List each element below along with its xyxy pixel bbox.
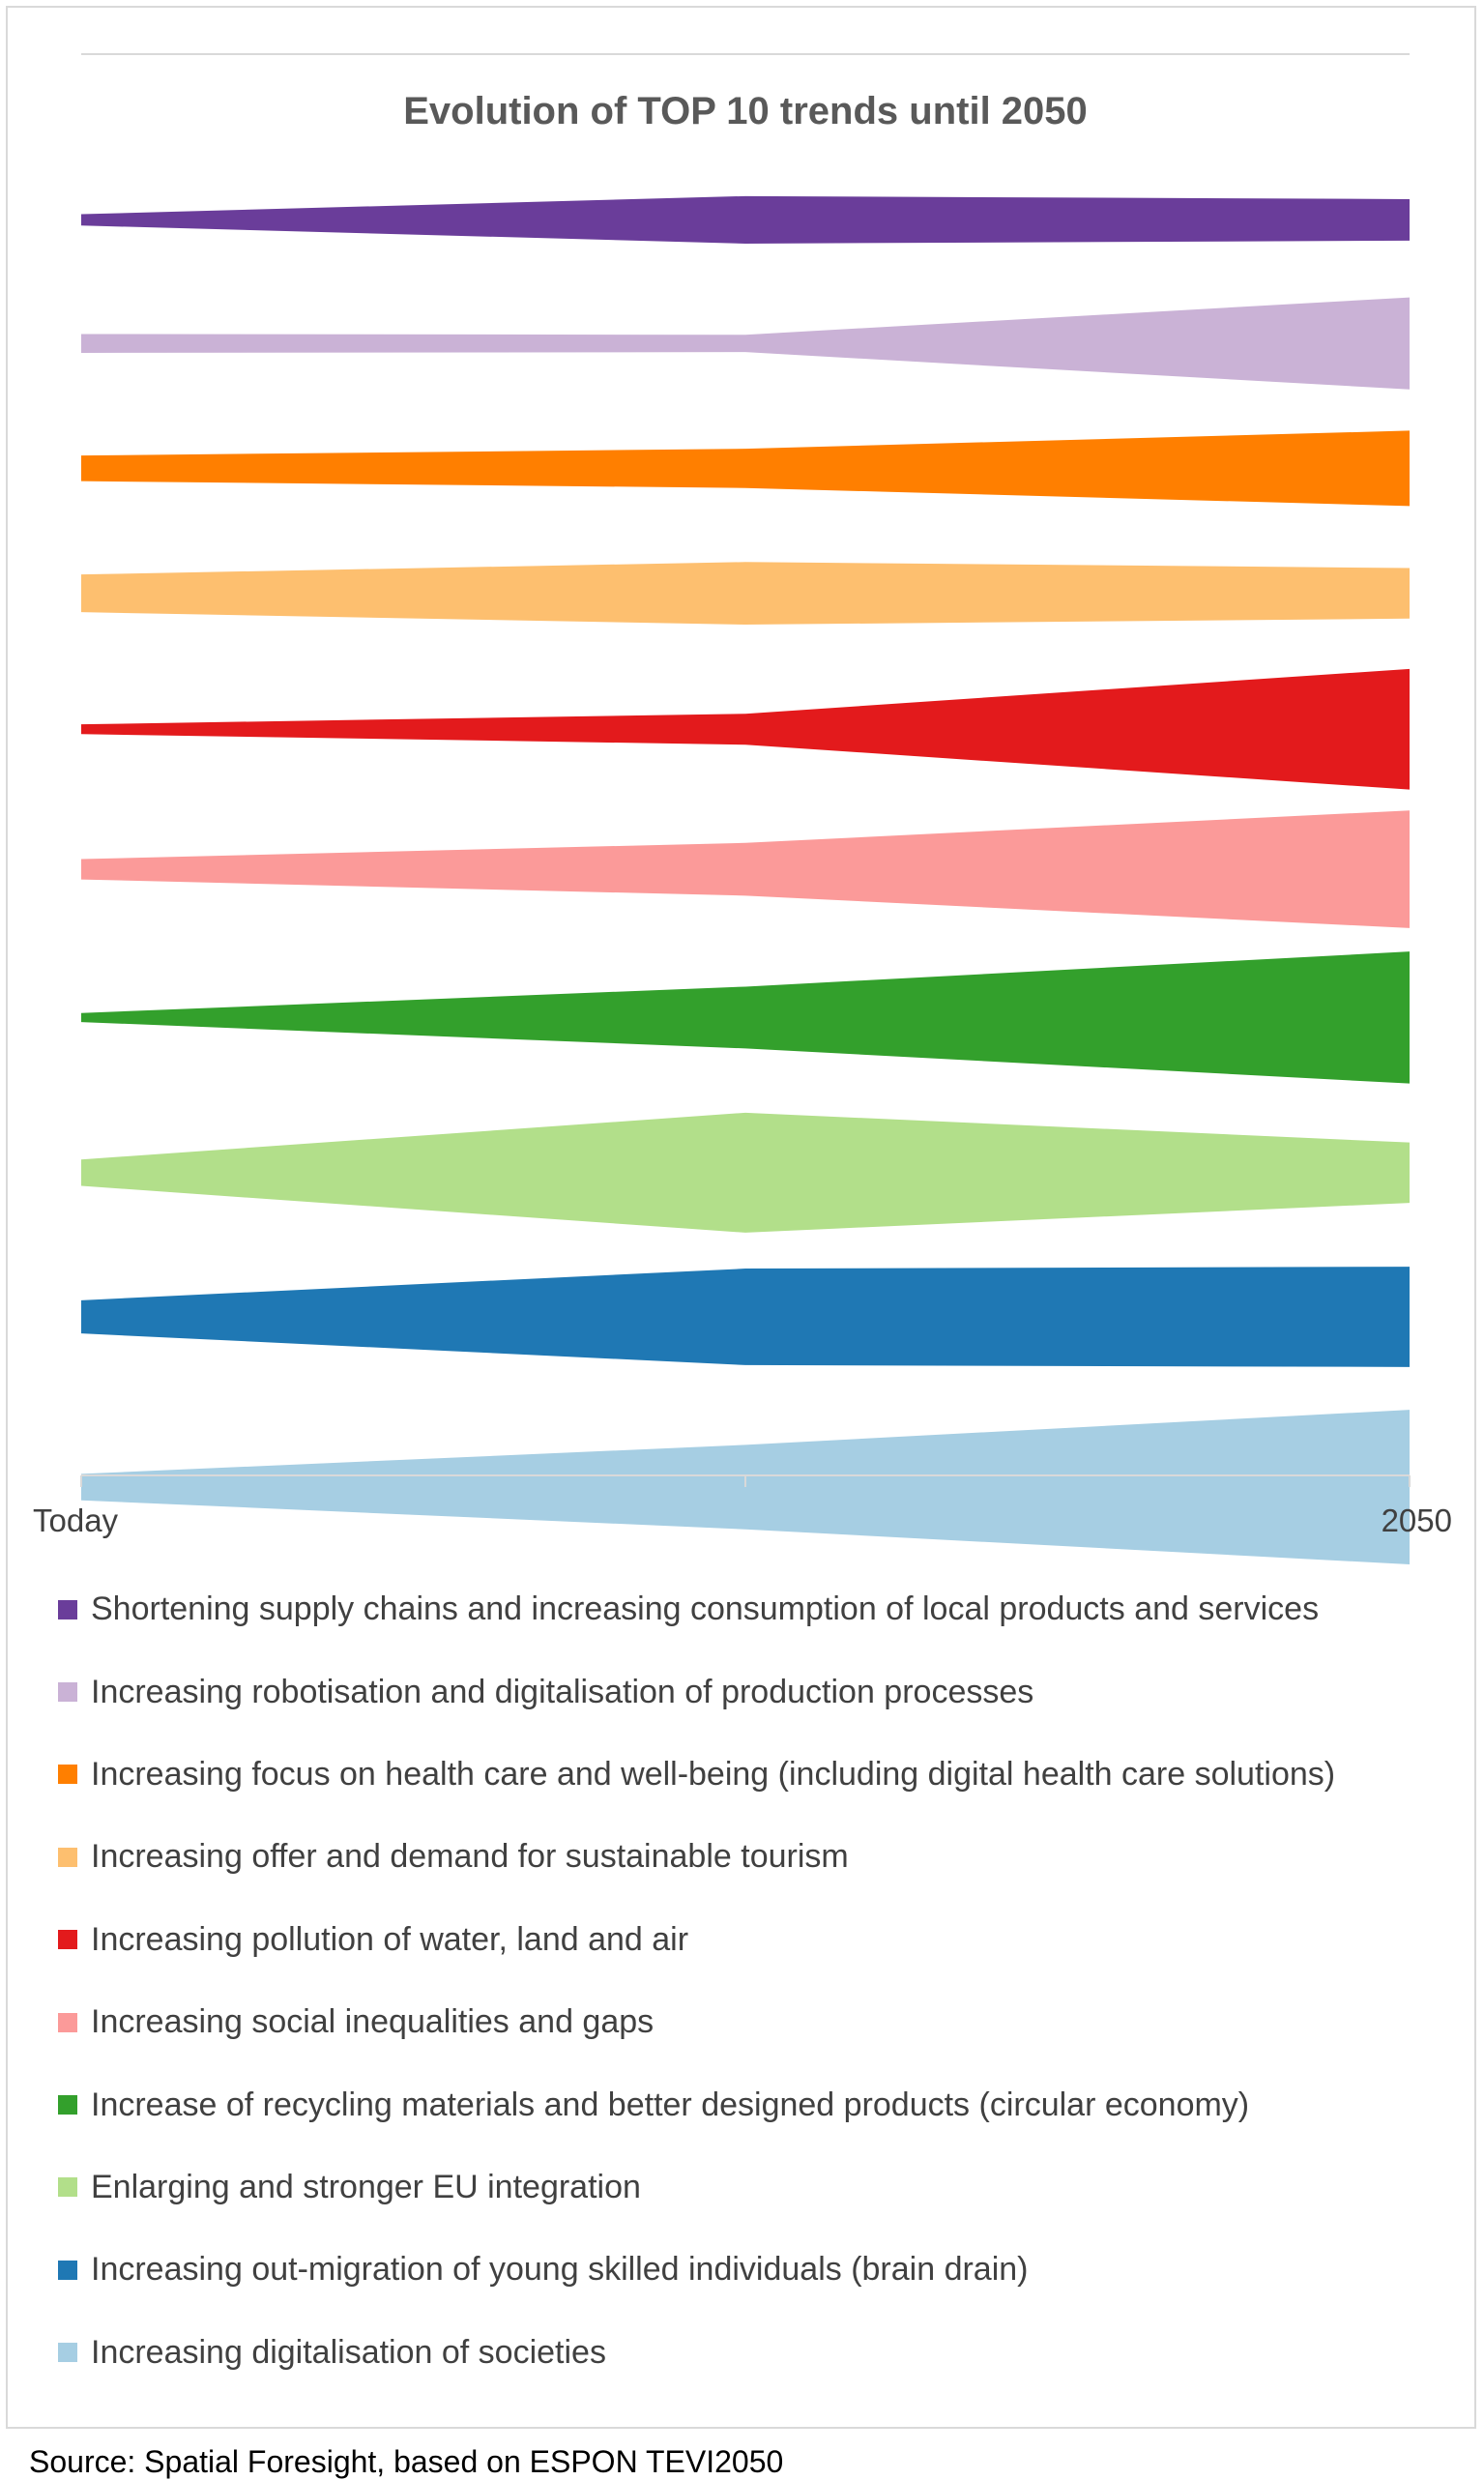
x-axis-ticks: Today 2050	[33, 1475, 1452, 1538]
legend-swatch	[58, 1847, 77, 1867]
legend-label: Increasing social inequalities and gaps	[91, 2003, 655, 2041]
trend-bands	[81, 195, 1410, 1565]
legend-swatch	[58, 1930, 77, 1950]
trend-band-5	[81, 668, 1410, 790]
legend-item: Increasing focus on health care and well…	[58, 1734, 1460, 1816]
legend-swatch	[58, 2012, 77, 2032]
legend-item: Increase of recycling materials and bett…	[58, 2063, 1460, 2145]
legend-label: Increasing focus on health care and well…	[91, 1755, 1336, 1793]
chart-title: Evolution of TOP 10 trends until 2050	[403, 90, 1088, 132]
legend-label: Enlarging and stronger EU integration	[91, 2168, 641, 2205]
legend-label: Increasing digitalisation of societies	[91, 2333, 606, 2371]
legend-label: Increasing offer and demand for sustaina…	[91, 1838, 849, 1876]
trend-band-3	[81, 430, 1410, 507]
legend-swatch	[58, 2260, 77, 2280]
trend-band-10	[81, 1410, 1410, 1565]
legend-item: Shortening supply chains and increasing …	[58, 1568, 1460, 1650]
trend-band-8	[81, 1112, 1410, 1233]
trend-band-6	[81, 810, 1410, 928]
legend-item: Increasing digitalisation of societies	[58, 2312, 1460, 2394]
legend-swatch	[58, 1599, 77, 1619]
legend-swatch	[58, 2095, 77, 2115]
chart-frame: Evolution of TOP 10 trends until 2050 To…	[6, 6, 1476, 2429]
source-note: Source: Spatial Foresight, based on ESPO…	[29, 2444, 784, 2479]
legend-swatch	[58, 1765, 77, 1785]
chart-svg: Evolution of TOP 10 trends until 2050 To…	[33, 53, 1452, 1565]
legend-item: Increasing offer and demand for sustaina…	[58, 1816, 1460, 1898]
trend-band-2	[81, 297, 1410, 390]
legend-swatch	[58, 2343, 77, 2363]
trend-band-1	[81, 195, 1410, 244]
legend-label: Increasing robotisation and digitalisati…	[91, 1673, 1034, 1710]
x-tick-label: Today	[33, 1503, 119, 1538]
trend-band-4	[81, 562, 1410, 626]
legend-swatch	[58, 1682, 77, 1703]
legend-item: Increasing social inequalities and gaps	[58, 1981, 1460, 2063]
x-tick-label: 2050	[1382, 1503, 1452, 1538]
legend-swatch	[58, 2177, 77, 2198]
legend-label: Increase of recycling materials and bett…	[91, 2086, 1250, 2123]
trend-band-9	[81, 1267, 1410, 1367]
legend-item: Increasing out-migration of young skille…	[58, 2229, 1460, 2311]
legend-label: Increasing pollution of water, land and …	[91, 1920, 689, 1958]
legend-label: Shortening supply chains and increasing …	[91, 1590, 1320, 1628]
legend: Shortening supply chains and increasing …	[58, 1568, 1460, 2394]
legend-label: Increasing out-migration of young skille…	[91, 2251, 1029, 2289]
legend-item: Increasing robotisation and digitalisati…	[58, 1650, 1460, 1733]
trend-band-7	[81, 951, 1410, 1084]
legend-item: Enlarging and stronger EU integration	[58, 2146, 1460, 2229]
legend-item: Increasing pollution of water, land and …	[58, 1899, 1460, 1981]
